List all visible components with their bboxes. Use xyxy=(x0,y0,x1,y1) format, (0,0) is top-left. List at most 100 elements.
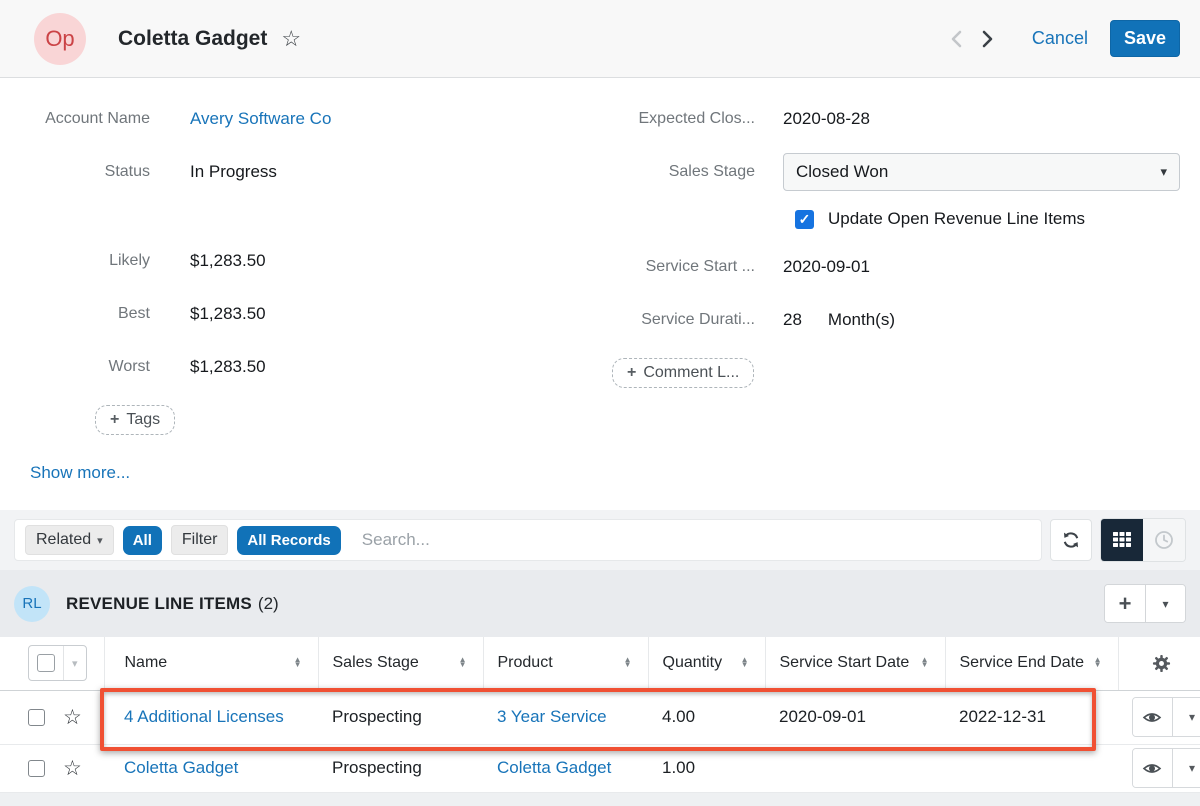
comment-log-row: + Comment L... xyxy=(612,346,1200,399)
create-record-button[interactable]: + xyxy=(1105,585,1145,622)
field-status: Status In Progress xyxy=(0,145,600,198)
row-service-start-date: 2020-09-01 xyxy=(779,707,866,726)
field-worst: Worst $1,283.50 xyxy=(0,340,600,393)
sales-stage-select[interactable]: Closed Won ▾ xyxy=(783,152,1180,191)
worst-value[interactable]: $1,283.50 xyxy=(190,356,266,376)
row-product-link[interactable]: Coletta Gadget xyxy=(497,758,612,777)
save-button[interactable]: Save xyxy=(1109,20,1180,57)
panel-actions-dropdown[interactable]: ▾ xyxy=(1145,585,1185,622)
service-duration-value[interactable]: 28 xyxy=(783,309,802,329)
row-actions-dropdown[interactable]: ▾ xyxy=(1171,749,1200,787)
search-input[interactable]: Search... xyxy=(361,530,430,549)
list-view-toggle[interactable] xyxy=(1101,519,1143,561)
row-checkbox[interactable] xyxy=(28,759,45,777)
refresh-button[interactable] xyxy=(1050,519,1092,561)
column-header-sales-stage[interactable]: Sales Stage xyxy=(332,654,419,672)
chevron-down-icon: ▾ xyxy=(1188,710,1195,724)
select-all-group: ▾ xyxy=(28,645,87,682)
select-all-checkbox[interactable] xyxy=(37,654,55,673)
row-service-end-date: 2022-12-31 xyxy=(959,707,1046,726)
all-records-badge[interactable]: All Records xyxy=(237,525,341,555)
show-more-row: Show more... xyxy=(30,446,600,499)
preview-button[interactable] xyxy=(1133,749,1172,787)
column-header-product[interactable]: Product xyxy=(497,654,553,672)
sort-icon[interactable]: ▲ ▼ xyxy=(458,655,467,670)
sales-stage-selected-value: Closed Won xyxy=(796,161,889,181)
clock-icon xyxy=(1155,531,1173,549)
row-actions-dropdown[interactable]: ▾ xyxy=(1171,698,1200,736)
next-record-button[interactable] xyxy=(972,24,1002,54)
field-label: Account Name xyxy=(45,109,150,127)
update-open-rli-checkbox[interactable]: ✓ xyxy=(795,209,814,229)
module-filter-all-badge[interactable]: All xyxy=(122,525,162,555)
select-all-dropdown[interactable]: ▾ xyxy=(63,646,86,681)
preview-button[interactable] xyxy=(1133,698,1172,736)
field-label: Expected Clos... xyxy=(638,109,756,127)
revenue-line-items-table: ▾ Name ▲ ▼ Sales Stage ▲ ▼ Produc xyxy=(0,637,1200,793)
row-name-link[interactable]: 4 Additional Licenses xyxy=(124,707,284,726)
table-row[interactable]: ☆ Coletta Gadget Prospecting Coletta Gad… xyxy=(0,744,1200,793)
plus-icon: + xyxy=(110,410,120,428)
row-product-link[interactable]: 3 Year Service xyxy=(497,707,607,726)
chevron-left-icon xyxy=(951,30,962,47)
form-right-column: Expected Clos... 2020-08-28 Sales Stage … xyxy=(600,92,1200,510)
comment-log-button-label: Comment L... xyxy=(643,363,740,381)
field-tags: + Tags xyxy=(95,393,600,446)
filter-button-label: Filter xyxy=(181,531,218,548)
show-more-link[interactable]: Show more... xyxy=(30,462,131,482)
previous-record-button[interactable] xyxy=(942,24,972,54)
column-settings-button[interactable] xyxy=(1133,654,1191,673)
table-header-row: ▾ Name ▲ ▼ Sales Stage ▲ ▼ Produc xyxy=(0,637,1200,691)
chevron-down-icon: ▾ xyxy=(1188,761,1195,775)
eye-icon xyxy=(1143,763,1162,773)
favorite-star-icon[interactable]: ☆ xyxy=(63,756,82,780)
table-row[interactable]: ☆ 4 Additional Licenses Prospecting 3 Ye… xyxy=(0,690,1200,745)
field-label: Service Start ... xyxy=(645,257,755,275)
filter-button[interactable]: Filter xyxy=(170,525,229,555)
expected-close-value[interactable]: 2020-08-28 xyxy=(783,108,870,128)
cancel-button[interactable]: Cancel xyxy=(1031,28,1088,48)
row-checkbox[interactable] xyxy=(28,708,45,726)
sort-icon[interactable]: ▲ ▼ xyxy=(740,655,749,670)
field-label: Likely xyxy=(109,251,150,269)
row-actions-group: ▾ xyxy=(1132,697,1200,737)
column-header-name[interactable]: Name xyxy=(124,654,168,672)
panel-actions-group: + ▾ xyxy=(1104,584,1186,623)
gear-icon xyxy=(1152,654,1170,672)
favorite-star-icon[interactable]: ☆ xyxy=(63,705,82,729)
related-dropdown-button[interactable]: Related ▾ xyxy=(25,525,114,555)
sort-icon[interactable]: ▲ ▼ xyxy=(1093,655,1102,670)
likely-value[interactable]: $1,283.50 xyxy=(190,250,266,270)
column-header-quantity[interactable]: Quantity xyxy=(662,654,723,672)
field-sales-stage: Sales Stage Closed Won ▾ xyxy=(600,145,1200,198)
plus-icon: + xyxy=(1118,590,1132,616)
sort-icon[interactable]: ▲ ▼ xyxy=(293,655,302,670)
best-value[interactable]: $1,283.50 xyxy=(190,303,266,323)
chevron-down-icon: ▾ xyxy=(97,534,103,547)
field-best: Best $1,283.50 xyxy=(0,287,600,340)
view-toggle-group xyxy=(1100,518,1186,562)
related-toolbar: Related ▾ All Filter All Records Search.… xyxy=(0,510,1200,570)
check-icon: ✓ xyxy=(798,210,811,227)
row-name-link[interactable]: Coletta Gadget xyxy=(124,758,239,777)
record-header: Op Coletta Gadget ☆ Cancel Save xyxy=(0,0,1200,78)
column-header-service-end-date[interactable]: Service End Date xyxy=(959,654,1085,672)
panel-title: REVENUE LINE ITEMS xyxy=(66,593,252,613)
sort-icon[interactable]: ▲ ▼ xyxy=(920,655,929,670)
add-comment-log-button[interactable]: + Comment L... xyxy=(612,357,755,388)
service-start-value[interactable]: 2020-09-01 xyxy=(783,256,870,276)
favorite-star-icon[interactable]: ☆ xyxy=(281,25,302,51)
chevron-down-icon: ▾ xyxy=(1162,596,1169,611)
plus-icon: + xyxy=(627,363,637,381)
sort-icon[interactable]: ▲ ▼ xyxy=(623,655,632,670)
add-tags-button[interactable]: + Tags xyxy=(95,404,176,435)
field-label: Best xyxy=(117,304,150,322)
activity-view-toggle[interactable] xyxy=(1143,519,1185,561)
refresh-icon xyxy=(1063,532,1079,548)
record-detail-panel: Account Name Avery Software Co Status In… xyxy=(0,78,1200,510)
row-actions-group: ▾ xyxy=(1132,748,1200,788)
column-header-service-start-date[interactable]: Service Start Date xyxy=(779,654,910,672)
account-name-link[interactable]: Avery Software Co xyxy=(190,108,332,128)
field-account-name: Account Name Avery Software Co xyxy=(0,92,600,145)
status-value[interactable]: In Progress xyxy=(190,161,277,181)
